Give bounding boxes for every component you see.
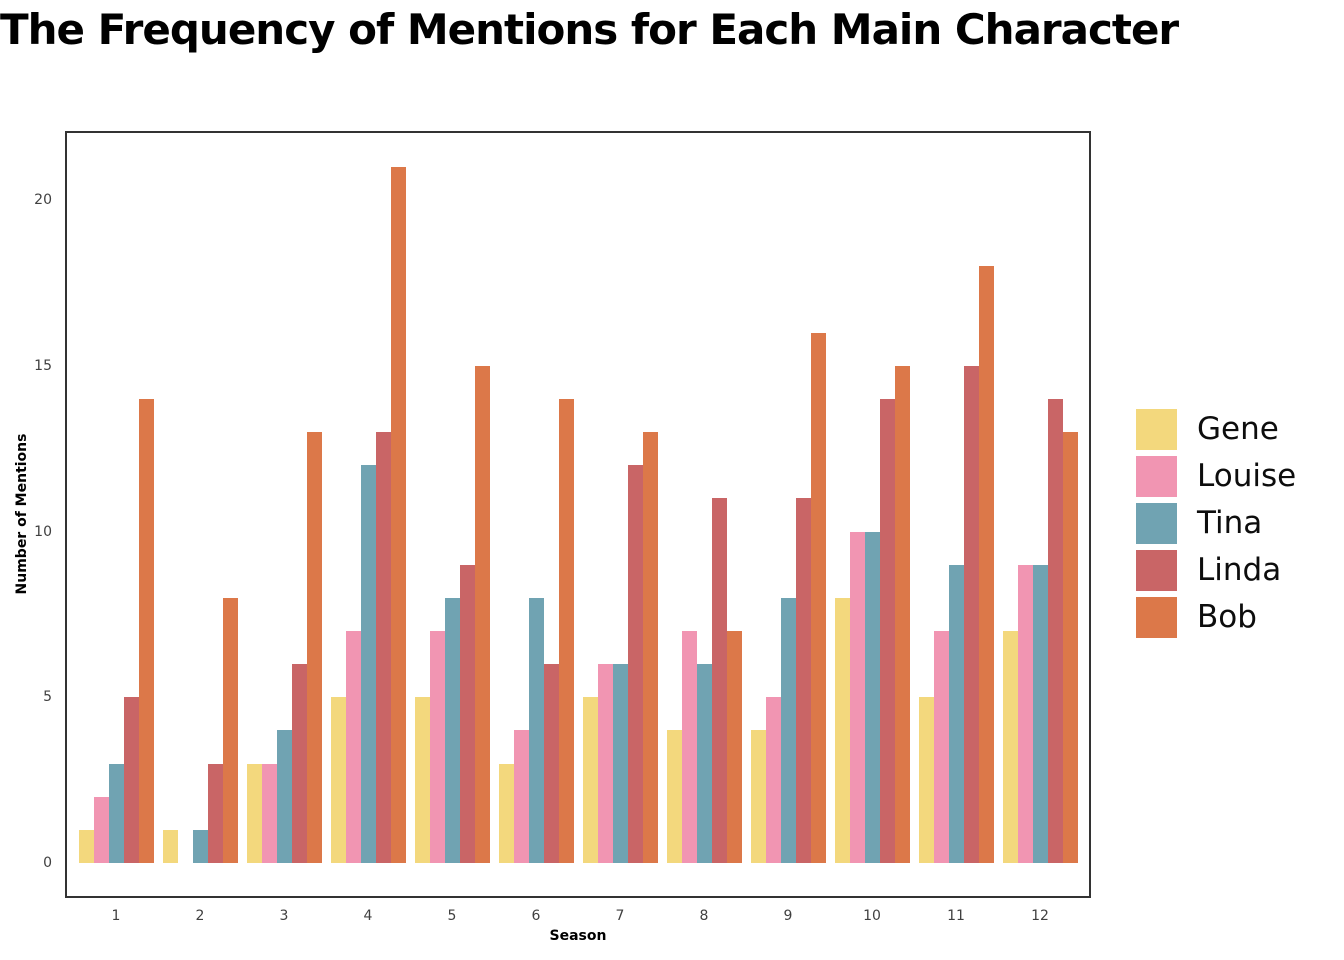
bar-gene-season-4 [330, 697, 346, 863]
x-tick-label: 12 [1031, 908, 1049, 924]
bar-gene-season-2 [162, 829, 178, 863]
bar-linda-season-3 [291, 664, 307, 863]
bar-tina-season-1 [108, 763, 124, 863]
x-tick-label: 6 [531, 908, 541, 924]
bar-louise-season-12 [1017, 564, 1033, 863]
bar-linda-season-10 [879, 398, 895, 863]
bar-linda-season-6 [543, 664, 559, 863]
bar-bob-season-1 [138, 398, 154, 863]
y-tick-label: 15 [34, 357, 52, 374]
bar-bob-season-7 [642, 432, 658, 863]
bar-linda-season-5 [459, 564, 475, 863]
bar-linda-season-2 [207, 763, 223, 863]
x-tick-label: 8 [699, 908, 709, 924]
legend-item-tina: Tina [1136, 503, 1296, 544]
x-tick-label: 5 [447, 908, 457, 924]
bar-linda-season-9 [795, 498, 811, 863]
legend-swatch-gene [1136, 409, 1177, 450]
bar-louise-season-8 [681, 630, 697, 863]
y-tick-label: 0 [43, 855, 52, 871]
bar-tina-season-7 [612, 664, 628, 863]
bar-tina-season-12 [1032, 564, 1048, 863]
bar-bob-season-8 [726, 630, 742, 863]
bar-bob-season-10 [894, 365, 910, 863]
bar-gene-season-5 [414, 697, 430, 863]
x-tick-label: 11 [947, 908, 965, 924]
legend-label-linda: Linda [1197, 552, 1282, 588]
legend-label-tina: Tina [1197, 505, 1263, 541]
bar-louise-season-10 [849, 531, 865, 863]
legend-swatch-tina [1136, 503, 1177, 544]
bar-louise-season-1 [93, 796, 109, 863]
legend: Gene Louise Tina Linda Bob [1136, 409, 1296, 638]
bar-tina-season-11 [948, 564, 964, 863]
y-axis-label: Number of Mentions [14, 433, 30, 595]
legend-item-louise: Louise [1136, 456, 1296, 497]
legend-swatch-louise [1136, 456, 1177, 497]
bar-linda-season-4 [375, 432, 391, 863]
bar-gene-season-7 [582, 697, 598, 863]
chart-title: The Frequency of Mentions for Each Main … [0, 5, 1179, 54]
bar-louise-season-7 [597, 664, 613, 863]
x-tick-label: 3 [279, 908, 289, 924]
bar-louise-season-4 [345, 630, 361, 863]
plot-area [65, 131, 1091, 898]
y-tick-label: 5 [43, 689, 52, 706]
bar-gene-season-10 [834, 597, 850, 863]
bar-tina-season-2 [192, 829, 208, 863]
bar-gene-season-9 [750, 730, 766, 863]
bar-louise-season-11 [933, 630, 949, 863]
legend-item-linda: Linda [1136, 550, 1296, 591]
bar-bob-season-11 [978, 266, 994, 863]
x-tick-label: 1 [111, 908, 121, 924]
bar-tina-season-3 [276, 730, 292, 863]
y-tick-label: 10 [34, 523, 52, 540]
bar-louise-season-9 [765, 697, 781, 863]
bar-linda-season-8 [711, 498, 727, 863]
bar-gene-season-11 [918, 697, 934, 863]
y-tick-label: 20 [34, 192, 52, 208]
bar-tina-season-9 [780, 597, 796, 863]
bar-gene-season-8 [666, 730, 682, 863]
bar-bob-season-9 [810, 332, 826, 863]
bar-gene-season-1 [78, 829, 94, 863]
bar-gene-season-6 [498, 763, 514, 863]
legend-swatch-bob [1136, 597, 1177, 638]
bar-louise-season-6 [513, 730, 529, 863]
bar-bob-season-3 [306, 432, 322, 863]
x-tick-label: 7 [615, 908, 625, 924]
legend-item-gene: Gene [1136, 409, 1296, 450]
bar-linda-season-12 [1047, 398, 1063, 863]
bar-gene-season-3 [246, 763, 262, 863]
bar-linda-season-7 [627, 465, 643, 863]
bar-tina-season-10 [864, 531, 880, 863]
x-tick-label: 4 [363, 908, 373, 924]
x-axis-label: Season [549, 928, 607, 944]
bar-linda-season-1 [123, 697, 139, 863]
x-tick-label: 10 [863, 908, 881, 924]
bar-bob-season-2 [222, 597, 238, 863]
bar-bob-season-6 [558, 398, 574, 863]
bar-tina-season-6 [528, 597, 544, 863]
bar-bob-season-12 [1062, 432, 1078, 863]
bar-tina-season-4 [360, 465, 376, 863]
bar-gene-season-12 [1002, 630, 1018, 863]
legend-label-bob: Bob [1197, 599, 1257, 635]
bar-tina-season-8 [696, 664, 712, 863]
legend-label-louise: Louise [1197, 458, 1297, 494]
x-tick-label: 9 [783, 908, 793, 924]
bar-louise-season-3 [261, 763, 277, 863]
bar-linda-season-11 [963, 365, 979, 863]
legend-label-gene: Gene [1197, 411, 1279, 447]
bar-louise-season-5 [429, 630, 445, 863]
bar-bob-season-4 [390, 166, 406, 863]
bar-bob-season-5 [474, 365, 490, 863]
bar-tina-season-5 [444, 597, 460, 863]
legend-item-bob: Bob [1136, 597, 1296, 638]
x-tick-label: 2 [195, 908, 205, 924]
legend-swatch-linda [1136, 550, 1177, 591]
